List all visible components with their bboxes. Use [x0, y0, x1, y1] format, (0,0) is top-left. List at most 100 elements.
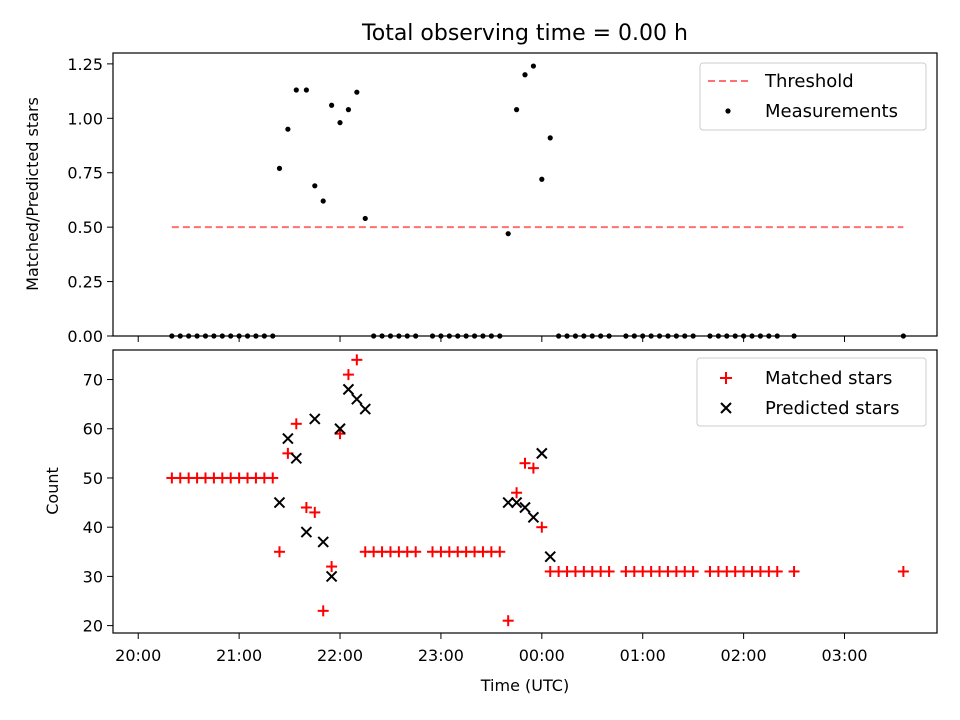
- legend-predicted-label: Predicted stars: [765, 398, 899, 419]
- count-x-tick-label: 21:00: [216, 646, 262, 665]
- matched-star-point: [771, 565, 783, 577]
- matched-star-point: [290, 418, 302, 430]
- measurement-point: [530, 63, 537, 69]
- ratio-panel: 0.00 0.25 0.50 0.75 1.00 1.25 Matched/Predict…: [23, 52, 938, 346]
- matched-star-point: [502, 615, 514, 627]
- matched-star-point: [519, 457, 531, 469]
- measurement-point: [329, 102, 335, 108]
- measurement-point: [345, 107, 352, 113]
- predicted-star-point: [334, 423, 346, 435]
- count-panel: 20 30 40 50 60 70 20:00 21:00 22:00 23:00 00:00 01…: [43, 349, 938, 695]
- matched-star-point: [494, 546, 506, 558]
- matched-star-point: [317, 605, 329, 617]
- predicted-star-point: [544, 551, 556, 563]
- ratio-x-ticks: [137, 336, 846, 342]
- predicted-star-point: [282, 432, 294, 445]
- ratio-y-tick-label: 1.00: [67, 109, 103, 128]
- count-y-axis-label: Count: [43, 467, 62, 515]
- count-y-tick-label: 70: [83, 371, 103, 390]
- predicted-star-point: [519, 501, 531, 514]
- ratio-plot-frame: [112, 52, 938, 337]
- ratio-y-axis-label: Matched/Predicted stars: [23, 97, 42, 291]
- count-x-tick-label: 23:00: [418, 646, 464, 665]
- chart-title: Total observing time = 0.00 h: [361, 21, 688, 46]
- predicted-star-point: [502, 496, 514, 509]
- count-marks: [166, 354, 909, 627]
- matched-star-point: [326, 561, 338, 573]
- count-y-tick-label: 30: [83, 567, 103, 586]
- count-y-tick-label: 50: [83, 469, 103, 488]
- measurement-point: [522, 72, 528, 78]
- matched-star-point: [410, 546, 422, 558]
- count-y-tick-label: 20: [83, 617, 103, 636]
- measurement-point: [293, 87, 299, 93]
- measurement-point: [354, 89, 360, 95]
- measurement-point: [320, 198, 326, 204]
- measurement-point: [539, 176, 545, 182]
- measurement-point: [303, 87, 309, 93]
- matched-star-point: [342, 369, 354, 381]
- matched-star-point: [267, 472, 279, 484]
- count-x-tick-label: 01:00: [620, 646, 666, 665]
- measurement-point: [312, 183, 318, 189]
- matched-star-point: [351, 354, 363, 366]
- predicted-star-point: [309, 413, 321, 425]
- measurement-point: [547, 135, 553, 141]
- predicted-star-point: [290, 452, 303, 464]
- count-x-tick-label: 03:00: [821, 646, 867, 665]
- matched-star-point: [511, 487, 523, 499]
- ratio-y-tick-label: 0.75: [67, 164, 103, 183]
- predicted-star-point: [300, 526, 313, 538]
- matched-star-point: [603, 565, 615, 577]
- legend-measurements-label: Measurements: [765, 101, 898, 122]
- matched-star-point: [788, 565, 800, 577]
- ratio-legend-box: [699, 62, 927, 131]
- count-x-tick-label: 20:00: [115, 646, 161, 665]
- predicted-star-point: [527, 511, 540, 524]
- count-x-tick-label: 00:00: [519, 646, 565, 665]
- matched-star-point: [309, 506, 321, 518]
- count-legend: Matched stars Predicted stars: [696, 357, 927, 427]
- count-x-tick-label: 22:00: [317, 646, 363, 665]
- count-x-axis-label: Time (UTC): [480, 676, 569, 695]
- matched-star-point: [300, 501, 312, 513]
- predicted-star-point: [273, 496, 286, 509]
- ratio-y-tick-label: 0.25: [67, 273, 103, 292]
- matched-star-point: [536, 521, 548, 533]
- matched-star-point: [687, 565, 699, 577]
- predicted-star-point: [342, 383, 355, 396]
- matched-star-point: [527, 462, 539, 474]
- matched-star-point: [273, 546, 285, 558]
- predicted-star-point: [536, 447, 548, 460]
- count-plot-frame: [112, 349, 938, 634]
- count-y-tick-label: 60: [83, 420, 103, 439]
- predicted-star-point: [325, 570, 338, 583]
- legend-matched-swatch: [720, 372, 732, 384]
- predicted-star-point: [351, 393, 363, 405]
- count-x-tick-label: 02:00: [721, 646, 767, 665]
- predicted-star-point: [317, 536, 329, 548]
- predicted-star-point: [510, 496, 523, 509]
- measurement-point: [513, 107, 520, 113]
- measurement-point: [337, 120, 343, 126]
- predicted-star-point: [359, 403, 371, 415]
- ratio-y-tick-label: 0.00: [67, 327, 103, 346]
- count-legend-box: [696, 357, 927, 427]
- legend-matched-label: Matched stars: [765, 368, 892, 389]
- ratio-y-ticks: 0.00 0.25 0.50 0.75 1.00 1.25: [67, 55, 113, 346]
- legend-threshold-label: Threshold: [764, 71, 854, 92]
- ratio-y-tick-label: 1.25: [67, 55, 103, 74]
- legend-predicted-swatch: [720, 402, 732, 414]
- ratio-y-tick-label: 0.50: [67, 218, 103, 237]
- measurement-point: [276, 165, 283, 171]
- measurement-point: [505, 231, 511, 237]
- legend-measurements-swatch: [725, 108, 731, 114]
- count-x-ticks: 20:00 21:00 22:00 23:00 00:00 01:00 02:00 03:00: [115, 633, 868, 665]
- ratio-legend: Threshold Measurements: [699, 62, 927, 131]
- measurement-point: [362, 215, 368, 222]
- count-y-ticks: 20 30 40 50 60 70: [83, 371, 113, 636]
- measurement-point: [285, 126, 291, 132]
- matched-star-point: [897, 565, 909, 577]
- count-y-tick-label: 40: [83, 518, 103, 537]
